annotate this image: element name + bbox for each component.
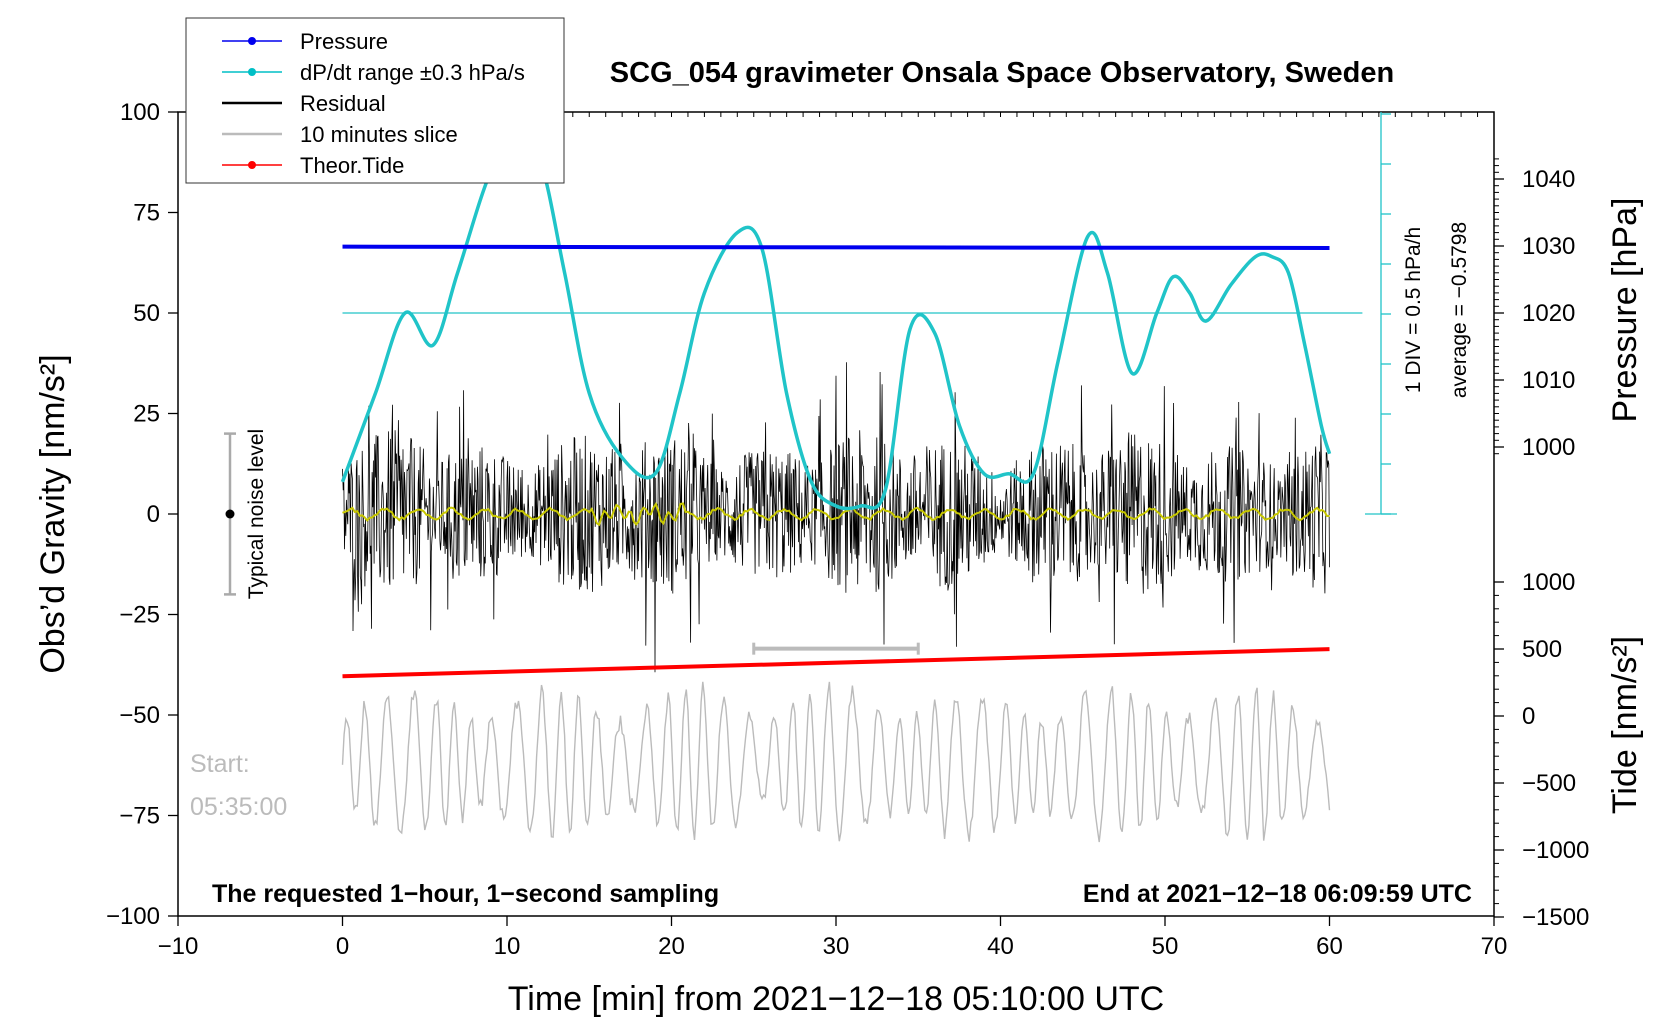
tide-tick-label: −500 xyxy=(1522,770,1576,797)
pressure-group xyxy=(342,244,1330,251)
tide-tick-label: 1000 xyxy=(1522,569,1575,596)
slice-group xyxy=(341,681,1331,843)
residual-group xyxy=(342,362,1330,673)
y-axis-left: 100 75 50 25 0 −25 −50 −75 −100 xyxy=(106,99,178,930)
tide-tick-label: 500 xyxy=(1522,636,1562,663)
noise-level-bar xyxy=(224,432,236,596)
pressure-tick-label: 1030 xyxy=(1522,233,1575,260)
y-tick-label: 0 xyxy=(147,501,160,528)
y-tick-label: 50 xyxy=(133,300,160,327)
pressure-tick-label: 1020 xyxy=(1522,300,1575,327)
residual-line xyxy=(342,362,1330,673)
residual-mean-group xyxy=(342,501,1330,527)
x-tick-label: 30 xyxy=(823,933,850,960)
y-tick-label: −25 xyxy=(119,602,160,629)
pressure-tick-label: 1040 xyxy=(1522,166,1575,193)
legend-label: 10 minutes slice xyxy=(300,122,458,147)
start-time: 05:35:00 xyxy=(190,793,287,821)
scale-label: 1 DIV = 0.5 hPa/h xyxy=(1402,227,1425,393)
start-label: Start: xyxy=(190,750,250,778)
x-axis: −10 0 10 20 30 40 50 60 70 xyxy=(158,916,1508,960)
pressure-line xyxy=(342,244,1330,251)
tide-tick-label: −1000 xyxy=(1522,837,1589,864)
y-axis-title: Obs’d Gravity [nm/s²] xyxy=(34,354,72,673)
sampling-note: The requested 1−hour, 1−second sampling xyxy=(212,880,719,908)
legend-box xyxy=(185,17,565,184)
chart-title: SCG_054 gravimeter Onsala Space Observat… xyxy=(610,57,1394,89)
tide-tick-label: −1500 xyxy=(1522,904,1589,931)
y-tick-label: −100 xyxy=(106,903,160,930)
tide-axis-title: Tide [nm/s²] xyxy=(1606,636,1644,814)
pressure-tick-label: 1000 xyxy=(1522,434,1575,461)
y-tick-label: 75 xyxy=(133,200,160,227)
legend-label: Residual xyxy=(300,91,386,116)
x-tick-label: 70 xyxy=(1481,933,1508,960)
legend-marker xyxy=(248,161,256,169)
legend-label: Theor.Tide xyxy=(300,153,404,178)
legend: Pressure dP/dt range ±0.3 hPa/s Residual 10… xyxy=(185,17,565,184)
y-tick-label: −75 xyxy=(119,803,160,830)
x-tick-label: 60 xyxy=(1316,933,1343,960)
dpdt-scale-bar xyxy=(1365,112,1397,515)
residual-mean-line xyxy=(342,501,1330,527)
x-axis-title: Time [min] from 2021−12−18 05:10:00 UTC xyxy=(508,980,1164,1018)
tide-axis: 1000 500 0 −500 −1000 −1500 xyxy=(1494,569,1589,931)
noise-label: Typical noise level xyxy=(245,429,268,599)
pressure-tick-label: 1010 xyxy=(1522,367,1575,394)
pressure-axis: 1040 1030 1020 1010 1000 xyxy=(1494,166,1575,461)
x-tick-label: 0 xyxy=(336,933,349,960)
x-tick-label: 20 xyxy=(658,933,685,960)
slice-bar-group xyxy=(752,642,920,655)
legend-label: dP/dt range ±0.3 hPa/s xyxy=(300,60,525,85)
slice-line xyxy=(341,681,1331,843)
end-note: End at 2021−12−18 06:09:59 UTC xyxy=(1083,880,1472,908)
tide-group xyxy=(342,647,1330,679)
y-tick-label: −50 xyxy=(119,702,160,729)
legend-marker xyxy=(248,68,256,76)
x-tick-label: 10 xyxy=(494,933,521,960)
y-tick-label: 100 xyxy=(120,99,160,126)
noise-bar-center xyxy=(225,509,235,519)
y-tick-label: 25 xyxy=(133,401,160,428)
pressure-axis-title: Pressure [hPa] xyxy=(1606,198,1644,423)
x-tick-label: −10 xyxy=(158,933,199,960)
x-tick-label: 50 xyxy=(1152,933,1179,960)
tide-tick-label: 0 xyxy=(1522,703,1535,730)
legend-label: Pressure xyxy=(300,29,388,54)
legend-marker xyxy=(248,37,256,45)
tide-line xyxy=(342,647,1330,679)
average-label: average = −0.5798 xyxy=(1448,222,1471,398)
x-tick-label: 40 xyxy=(987,933,1014,960)
